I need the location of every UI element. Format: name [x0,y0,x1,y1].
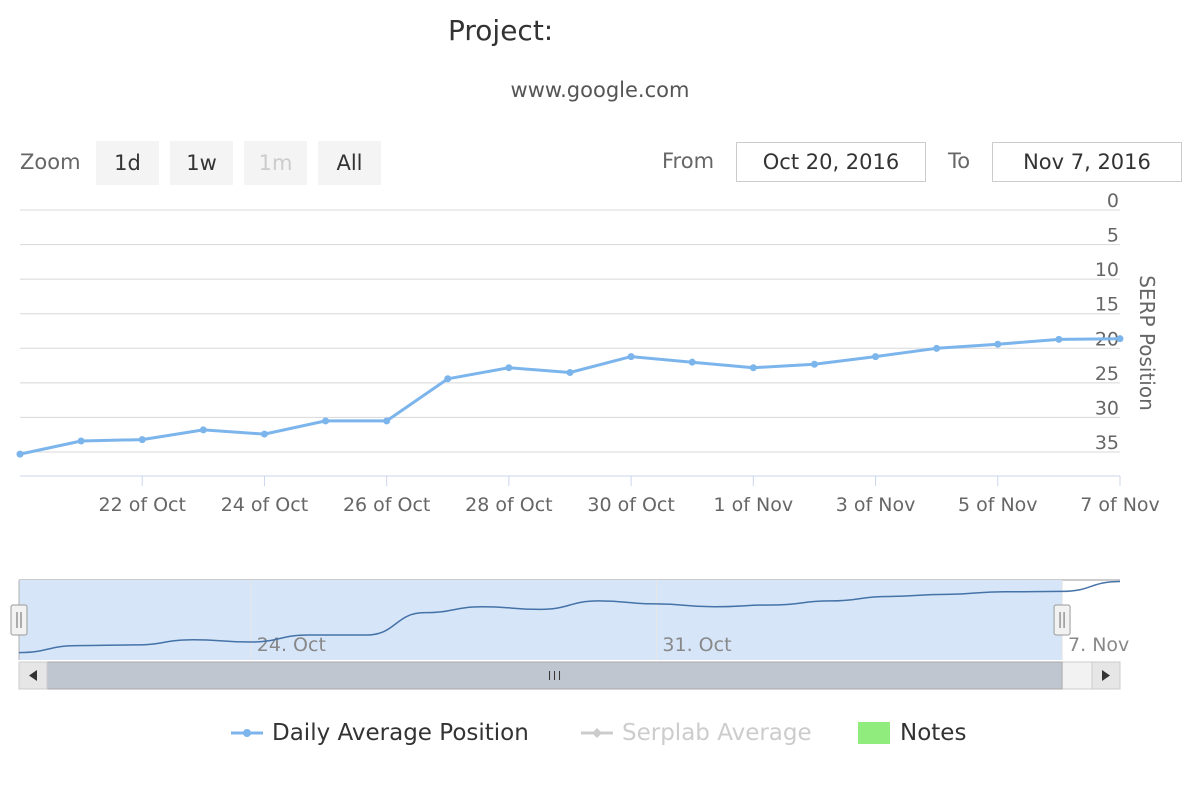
legend: Daily Average Position Serplab Average N… [0,720,1200,752]
legend-label-notes: Notes [900,720,967,746]
data-point [627,353,635,361]
scrollbar-right-arrow-button[interactable] [1091,661,1121,690]
navigator-tick-label: 7. Nov [1068,634,1129,656]
data-point [383,417,391,425]
x-tick-label: 26 of Oct [343,494,430,516]
data-point [16,450,24,458]
zoom-1m-button: 1m [244,141,307,185]
legend-label-daily-average: Daily Average Position [272,720,529,746]
data-point [77,437,85,445]
x-tick-label: 7 of Nov [1080,494,1160,516]
data-point [688,358,696,366]
series-line-daily-average [19,337,1121,456]
data-point [566,369,574,377]
to-label: To [948,149,971,173]
chart-title: Project: [448,14,554,47]
data-point [444,375,452,383]
data-point [1055,335,1063,343]
data-point [322,417,330,425]
data-point [199,426,207,434]
y-tick-label: 25 [1095,363,1119,385]
y-tick-label: 0 [1107,190,1119,212]
chart-subtitle: www.google.com [510,78,690,102]
y-tick-label: 10 [1095,259,1119,281]
y-tick-label: 15 [1095,294,1119,316]
zoom-all-button[interactable]: All [318,141,381,185]
zoom-label: Zoom [20,150,81,174]
data-point [872,353,880,361]
handle-body [1053,604,1071,636]
from-label: From [662,149,715,173]
legend-label-serplab-average: Serplab Average [622,720,812,746]
data-point [138,436,146,444]
data-point [994,340,1002,348]
legend-item-daily-average[interactable]: Daily Average Position [230,720,529,746]
from-date-input[interactable] [736,142,926,182]
handle-body [10,604,28,636]
x-tick-label: 30 of Oct [587,494,674,516]
navigator-selection-mask [19,580,1063,660]
chevron-left-icon [29,670,37,681]
legend-item-notes[interactable]: Notes [858,720,966,746]
x-tick-label: 22 of Oct [99,494,186,516]
x-tick-label: 1 of Nov [714,494,794,516]
legend-line-icon [581,728,613,738]
y-axis-title: SERP Position [1135,275,1159,411]
legend-line-icon [231,729,263,737]
x-tick-label: 24 of Oct [221,494,308,516]
data-point [260,430,268,438]
navigator-right-handle[interactable] [1053,604,1071,636]
x-tick-label: 28 of Oct [465,494,552,516]
data-point [749,364,757,372]
to-date-input[interactable] [992,142,1182,182]
y-tick-label: 30 [1095,397,1119,419]
scrollbar-left-arrow-button[interactable] [18,661,48,690]
navigator-tick-label: 31. Oct [662,634,731,656]
notes-swatch [858,722,890,744]
navigator-left-handle[interactable] [10,604,28,636]
legend-item-serplab-average[interactable]: Serplab Average [580,720,812,746]
y-tick-label: 5 [1107,225,1119,247]
data-point [1116,335,1124,343]
zoom-1w-button[interactable]: 1w [170,141,233,185]
zoom-1d-button[interactable]: 1d [96,141,159,185]
navigator-tick-label: 24. Oct [257,634,326,656]
data-point [933,344,941,352]
chevron-right-icon [1102,670,1110,681]
x-tick-label: 3 of Nov [836,494,916,516]
navigator-series-line [18,580,1121,654]
data-point [810,360,818,368]
data-point [505,364,513,372]
y-tick-label: 35 [1095,432,1119,454]
x-tick-label: 5 of Nov [958,494,1038,516]
